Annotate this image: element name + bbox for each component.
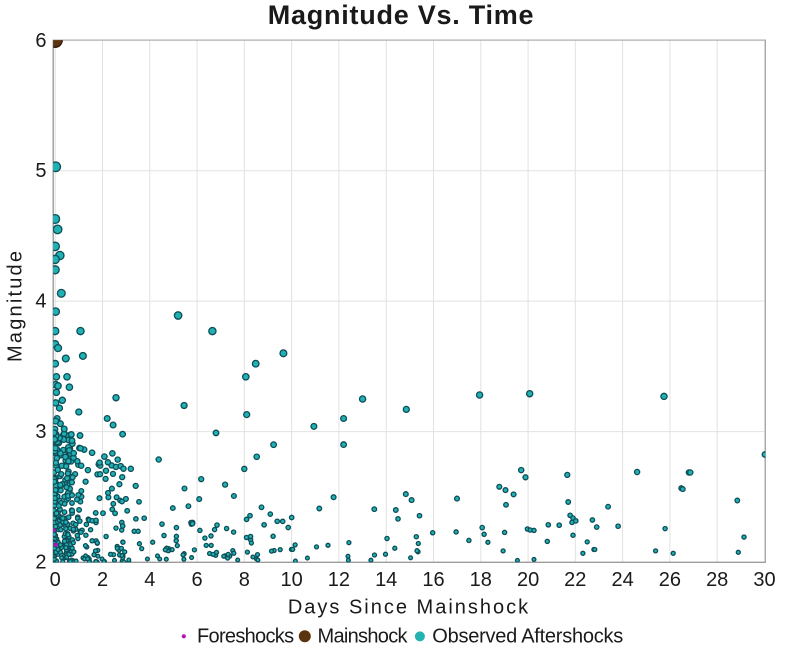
svg-text:12: 12 — [328, 569, 350, 591]
svg-text:10: 10 — [280, 569, 302, 591]
svg-text:24: 24 — [611, 569, 633, 591]
svg-text:4: 4 — [35, 291, 46, 313]
svg-text:8: 8 — [239, 569, 250, 591]
svg-text:28: 28 — [706, 569, 728, 591]
svg-text:2: 2 — [35, 552, 46, 574]
svg-text:0: 0 — [50, 569, 61, 591]
svg-text:2: 2 — [97, 569, 108, 591]
svg-text:22: 22 — [564, 569, 586, 591]
svg-text:Mainshock: Mainshock — [318, 626, 409, 648]
svg-text:30: 30 — [753, 569, 775, 591]
svg-text:6: 6 — [35, 30, 46, 52]
svg-text:Foreshocks: Foreshocks — [197, 626, 294, 648]
svg-text:Magnitude: Magnitude — [5, 249, 27, 362]
svg-text:20: 20 — [517, 569, 539, 591]
svg-text:3: 3 — [35, 421, 46, 443]
svg-text:16: 16 — [422, 569, 444, 591]
svg-text:Days Since Mainshock: Days Since Mainshock — [288, 597, 530, 619]
svg-text:6: 6 — [192, 569, 203, 591]
svg-text:18: 18 — [470, 569, 492, 591]
svg-text:4: 4 — [144, 569, 155, 591]
svg-text:26: 26 — [659, 569, 681, 591]
svg-text:Magnitude Vs. Time: Magnitude Vs. Time — [268, 0, 535, 30]
svg-text:14: 14 — [375, 569, 397, 591]
svg-text:5: 5 — [35, 160, 46, 182]
svg-text:Observed Aftershocks: Observed Aftershocks — [432, 626, 623, 648]
